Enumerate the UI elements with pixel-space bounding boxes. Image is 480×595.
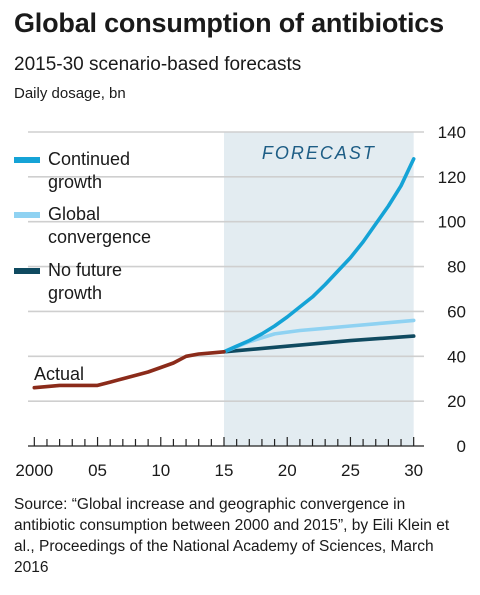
x-tick-label: 2000: [15, 461, 53, 480]
legend-swatch-no_future: [14, 268, 40, 274]
x-tick-label: 30: [404, 461, 423, 480]
series-line-convergence: [222, 318, 416, 354]
x-tick-label: 15: [215, 461, 234, 480]
legend-label-continued: Continued: [48, 149, 130, 169]
series-line-continued: [222, 157, 416, 354]
legend-label-convergence: convergence: [48, 227, 151, 247]
y-tick-label: 80: [447, 258, 466, 277]
y-tick-label: 40: [447, 347, 466, 366]
legend-label-convergence: Global: [48, 204, 100, 224]
legend-label-no_future: growth: [48, 283, 102, 303]
legend-label-continued: growth: [48, 172, 102, 192]
y-tick-label: 140: [438, 123, 466, 142]
y-tick-label: 0: [457, 437, 466, 456]
x-tick-label: 05: [88, 461, 107, 480]
series-line-no_future: [222, 334, 416, 354]
series-label-actual: Actual: [34, 364, 84, 384]
series-line-actual: [32, 350, 226, 390]
x-tick-label: 10: [151, 461, 170, 480]
legend-label-no_future: No future: [48, 260, 122, 280]
chart-title: Global consumption of antibiotics: [14, 8, 444, 38]
x-tick-label: 20: [278, 461, 297, 480]
y-tick-label: 60: [447, 302, 466, 321]
source-note: Source: “Global increase and geographic …: [14, 496, 450, 576]
y-tick-label: 100: [438, 213, 466, 232]
y-tick-label: 120: [438, 168, 466, 187]
forecast-label: FORECAST: [262, 143, 376, 163]
chart-unit-label: Daily dosage, bn: [14, 85, 126, 102]
legend-swatch-continued: [14, 157, 40, 163]
y-tick-label: 20: [447, 392, 466, 411]
x-tick-label: 25: [341, 461, 360, 480]
chart-subtitle: 2015-30 scenario-based forecasts: [14, 54, 302, 75]
legend-swatch-convergence: [14, 212, 40, 218]
